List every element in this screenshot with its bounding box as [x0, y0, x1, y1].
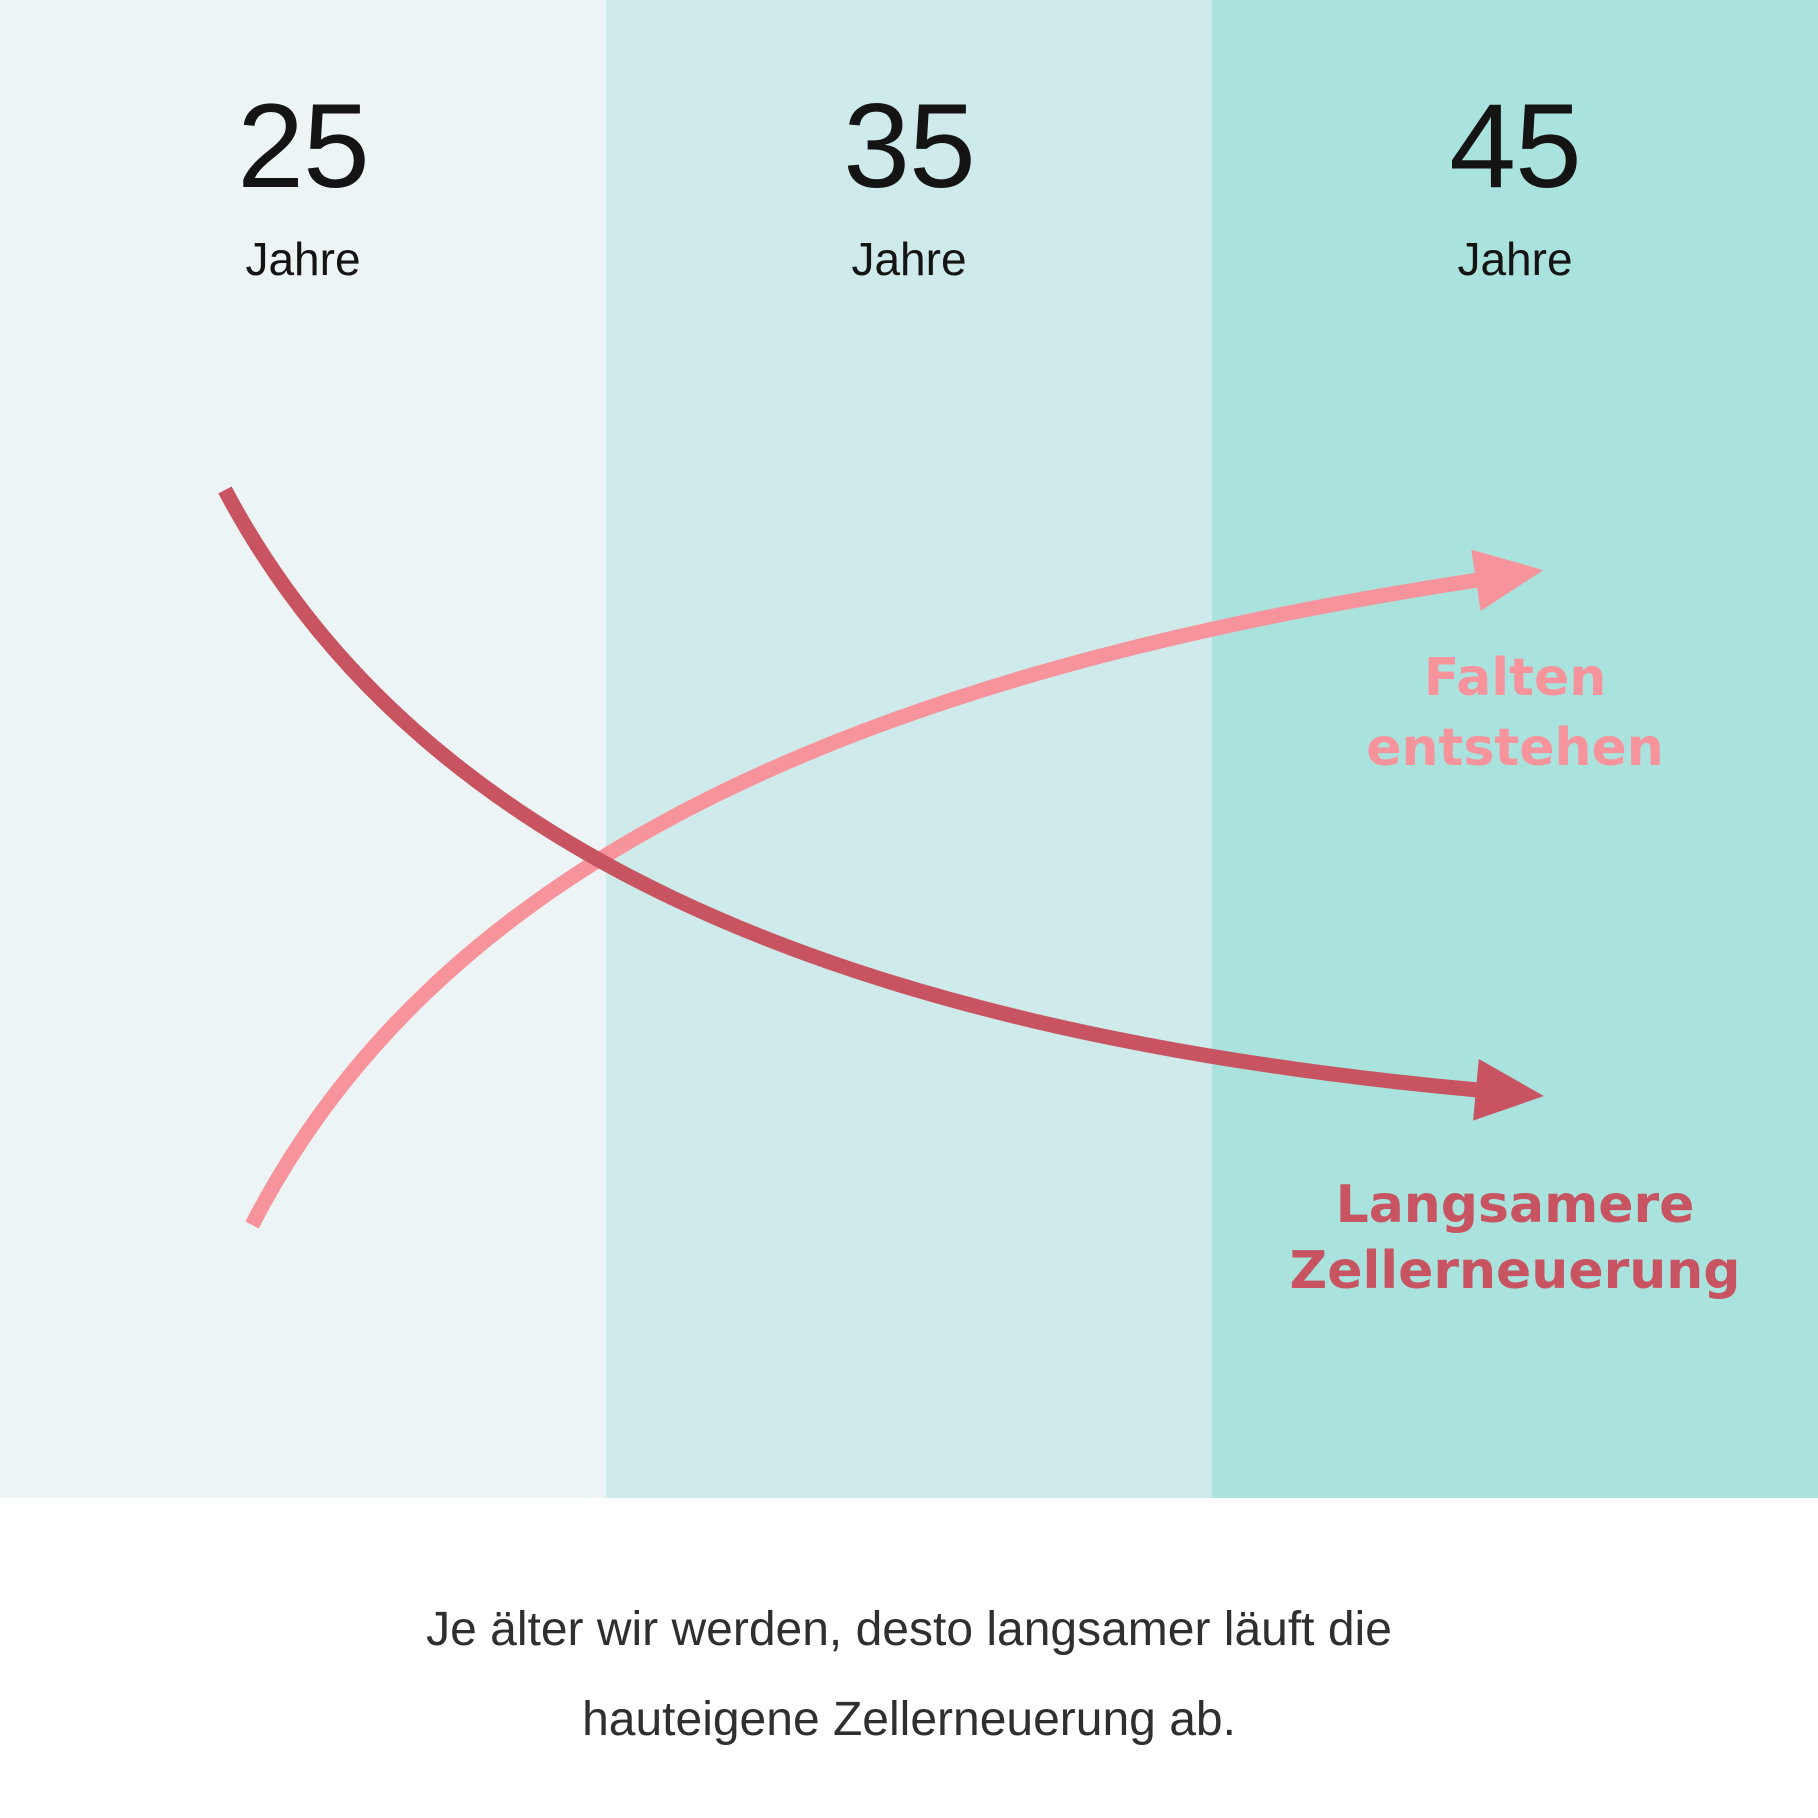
rising-curve-label-line2: entstehen [1366, 718, 1664, 778]
caption-line2: hauteigene Zellerneuerung ab. [582, 1693, 1236, 1746]
age-number: 45 [1449, 79, 1581, 213]
trend-curves [218, 486, 1544, 1229]
age-label-35: 35 Jahre [606, 0, 1212, 282]
age-number: 25 [237, 79, 369, 213]
caption: Je älter wir werden, desto langsamer läu… [0, 1498, 1818, 1818]
age-bands: 25 Jahre 35 Jahre 45 Jahre [0, 0, 1818, 1498]
band-45-jahre: 45 Jahre [1212, 0, 1818, 1498]
falling-curve-label-line2: Zellerneuerung [1289, 1241, 1741, 1301]
falling-curve-label: Langsamere Zellerneuerung [1212, 1172, 1818, 1304]
age-label-45: 45 Jahre [1212, 0, 1818, 282]
age-unit: Jahre [1457, 233, 1573, 285]
rising-curve-label: Falten entstehen [1212, 643, 1818, 783]
age-label-25: 25 Jahre [0, 0, 606, 282]
age-unit: Jahre [245, 233, 361, 285]
band-25-jahre: 25 Jahre [0, 0, 606, 1498]
wrinkles-rising-curve [245, 549, 1544, 1229]
falling-curve-label-line1: Langsamere [1335, 1175, 1695, 1235]
caption-line1: Je älter wir werden, desto langsamer läu… [426, 1603, 1392, 1656]
rising-curve-label-line1: Falten [1423, 648, 1607, 708]
age-number: 35 [843, 79, 975, 213]
age-unit: Jahre [851, 233, 967, 285]
cell-renewal-falling-curve [218, 486, 1544, 1121]
band-35-jahre: 35 Jahre [606, 0, 1212, 1498]
